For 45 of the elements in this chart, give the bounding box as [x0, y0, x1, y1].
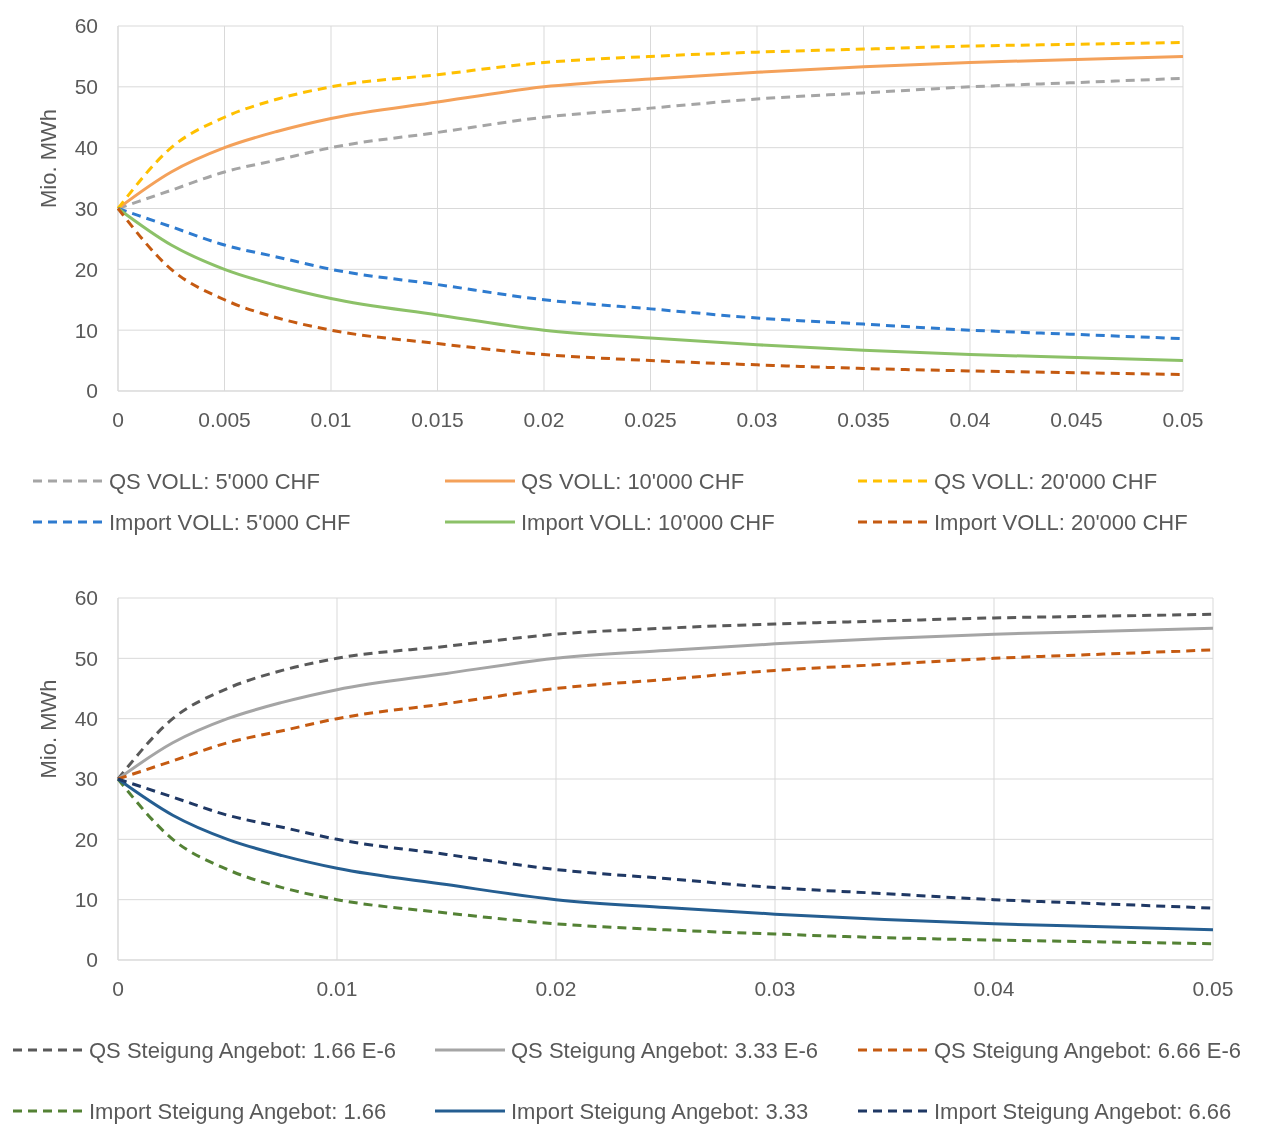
y-tick-label: 20	[74, 257, 98, 281]
legend-label: QS Steigung Angebot: 1.66 E-6	[89, 1037, 397, 1063]
y-tick-label: 50	[74, 646, 98, 670]
y-tick-label: 0	[86, 379, 98, 403]
y-axis-title: Mio. MWh	[36, 109, 61, 208]
legend-label: Import Steigung Angebot: 1.66	[89, 1098, 387, 1124]
y-tick-label: 10	[74, 888, 98, 912]
x-tick-label: 0.03	[736, 408, 778, 431]
y-axis-title: Mio. MWh	[36, 679, 61, 779]
x-tick-label: 0.02	[523, 408, 565, 431]
x-tick-label: 0.035	[837, 408, 890, 431]
legend-label: QS VOLL: 10'000 CHF	[521, 468, 745, 494]
y-tick-label: 0	[86, 948, 98, 972]
x-tick-label: 0.015	[411, 408, 464, 431]
x-tick-label: 0.025	[624, 408, 677, 431]
legend-label: Import Steigung Angebot: 3.33	[511, 1098, 809, 1124]
x-tick-label: 0.05	[1192, 977, 1234, 1000]
legend-label: QS Steigung Angebot: 3.33 E-6	[511, 1037, 819, 1063]
y-tick-label: 40	[74, 136, 98, 160]
legend-label: QS VOLL: 5'000 CHF	[109, 468, 320, 494]
y-tick-label: 30	[74, 767, 98, 791]
x-tick-label: 0.01	[316, 977, 358, 1000]
x-tick-label: 0.01	[310, 408, 352, 431]
x-tick-label: 0.04	[949, 408, 991, 431]
y-tick-label: 50	[74, 75, 98, 99]
y-tick-label: 10	[74, 318, 98, 342]
legend-label: Import VOLL: 5'000 CHF	[109, 509, 351, 535]
y-tick-label: 60	[74, 14, 98, 38]
legend-label: Import VOLL: 20'000 CHF	[934, 509, 1188, 535]
y-tick-label: 60	[74, 586, 98, 610]
y-tick-label: 40	[74, 707, 98, 731]
x-tick-label: 0.04	[973, 977, 1015, 1000]
legend-label: QS VOLL: 20'000 CHF	[934, 468, 1158, 494]
y-tick-label: 30	[74, 196, 98, 220]
x-tick-label: 0	[112, 408, 124, 431]
x-tick-label: 0.05	[1162, 408, 1204, 431]
x-tick-label: 0.02	[535, 977, 577, 1000]
x-tick-label: 0.005	[198, 408, 251, 431]
legend-label: QS Steigung Angebot: 6.66 E-6	[934, 1037, 1242, 1063]
legend-label: Import Steigung Angebot: 6.66	[934, 1098, 1232, 1124]
x-tick-label: 0.03	[754, 977, 796, 1000]
x-tick-label: 0	[112, 977, 124, 1000]
legend-label: Import VOLL: 10'000 CHF	[521, 509, 775, 535]
x-tick-label: 0.045	[1050, 408, 1103, 431]
y-tick-label: 20	[74, 827, 98, 851]
